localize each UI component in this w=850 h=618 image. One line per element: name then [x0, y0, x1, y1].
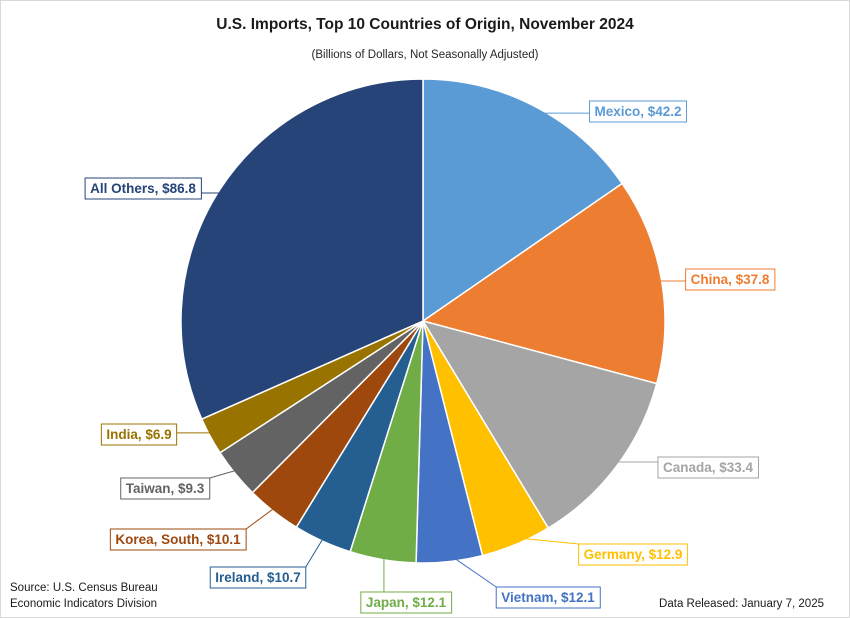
slice-leader-line	[245, 505, 279, 530]
pie-slice-canada	[421, 319, 658, 530]
slice-label-text: Canada, $33.4	[663, 460, 754, 475]
slice-label-china: China, $37.8	[654, 268, 776, 291]
slice-label-box	[109, 528, 247, 551]
slice-label-box	[588, 100, 688, 123]
slice-label-box	[360, 591, 453, 614]
slice-label-text: India, $6.9	[106, 427, 171, 442]
slice-label-box	[209, 566, 307, 589]
chart-subtitle: (Billions of Dollars, Not Seasonally Adj…	[311, 49, 539, 61]
pie-slice-mexico	[422, 78, 624, 323]
source-line-2: Economic Indicators Division	[10, 598, 158, 610]
slice-label-text: Vietnam, $12.1	[501, 590, 595, 605]
slice-label-text: Mexico, $42.2	[594, 104, 681, 119]
slice-label-korea-south: Korea, South, $10.1	[109, 505, 279, 551]
slice-label-box	[685, 268, 776, 291]
slice-label-text: Germany, $12.9	[584, 547, 683, 562]
slice-label-germany: Germany, $12.9	[513, 537, 688, 566]
slice-label-ireland: Ireland, $10.7	[209, 534, 326, 589]
source-note: Source: U.S. Census Bureau Economic Indi…	[10, 580, 158, 612]
chart-title: U.S. Imports, Top 10 Countries of Origin…	[216, 16, 634, 33]
slice-label-text: China, $37.8	[691, 272, 770, 287]
slice-label-japan: Japan, $12.1	[360, 552, 453, 614]
slice-leader-line	[448, 553, 497, 588]
slice-label-box	[578, 543, 688, 566]
slice-leader-line	[305, 534, 326, 568]
slice-label-box	[120, 477, 211, 500]
slice-label-text: Japan, $12.1	[366, 595, 447, 610]
slice-label-text: Korea, South, $10.1	[115, 532, 241, 547]
slice-label-all-others: All Others, $86.8	[84, 177, 227, 200]
pie-slice-china	[421, 182, 666, 385]
slice-label-box	[100, 423, 178, 446]
slice-label-text: Ireland, $10.7	[215, 570, 301, 585]
slice-label-text: All Others, $86.8	[90, 181, 196, 196]
slice-label-canada: Canada, $33.4	[610, 456, 760, 479]
slice-label-box	[495, 586, 601, 609]
release-date: Data Released: January 7, 2025	[659, 598, 824, 610]
slice-leader-line	[513, 537, 579, 545]
slice-label-taiwan: Taiwan, $9.3	[120, 468, 241, 500]
slice-label-text: Taiwan, $9.3	[126, 481, 205, 496]
slice-label-box	[657, 456, 760, 479]
source-line-1: Source: U.S. Census Bureau	[10, 582, 158, 594]
slice-label-vietnam: Vietnam, $12.1	[448, 553, 601, 609]
pie-slice-all-others	[180, 78, 424, 421]
slice-label-mexico: Mexico, $42.2	[532, 100, 688, 123]
slice-leader-line	[209, 468, 241, 479]
slice-label-india: India, $6.9	[100, 423, 217, 446]
slice-label-box	[84, 177, 202, 200]
